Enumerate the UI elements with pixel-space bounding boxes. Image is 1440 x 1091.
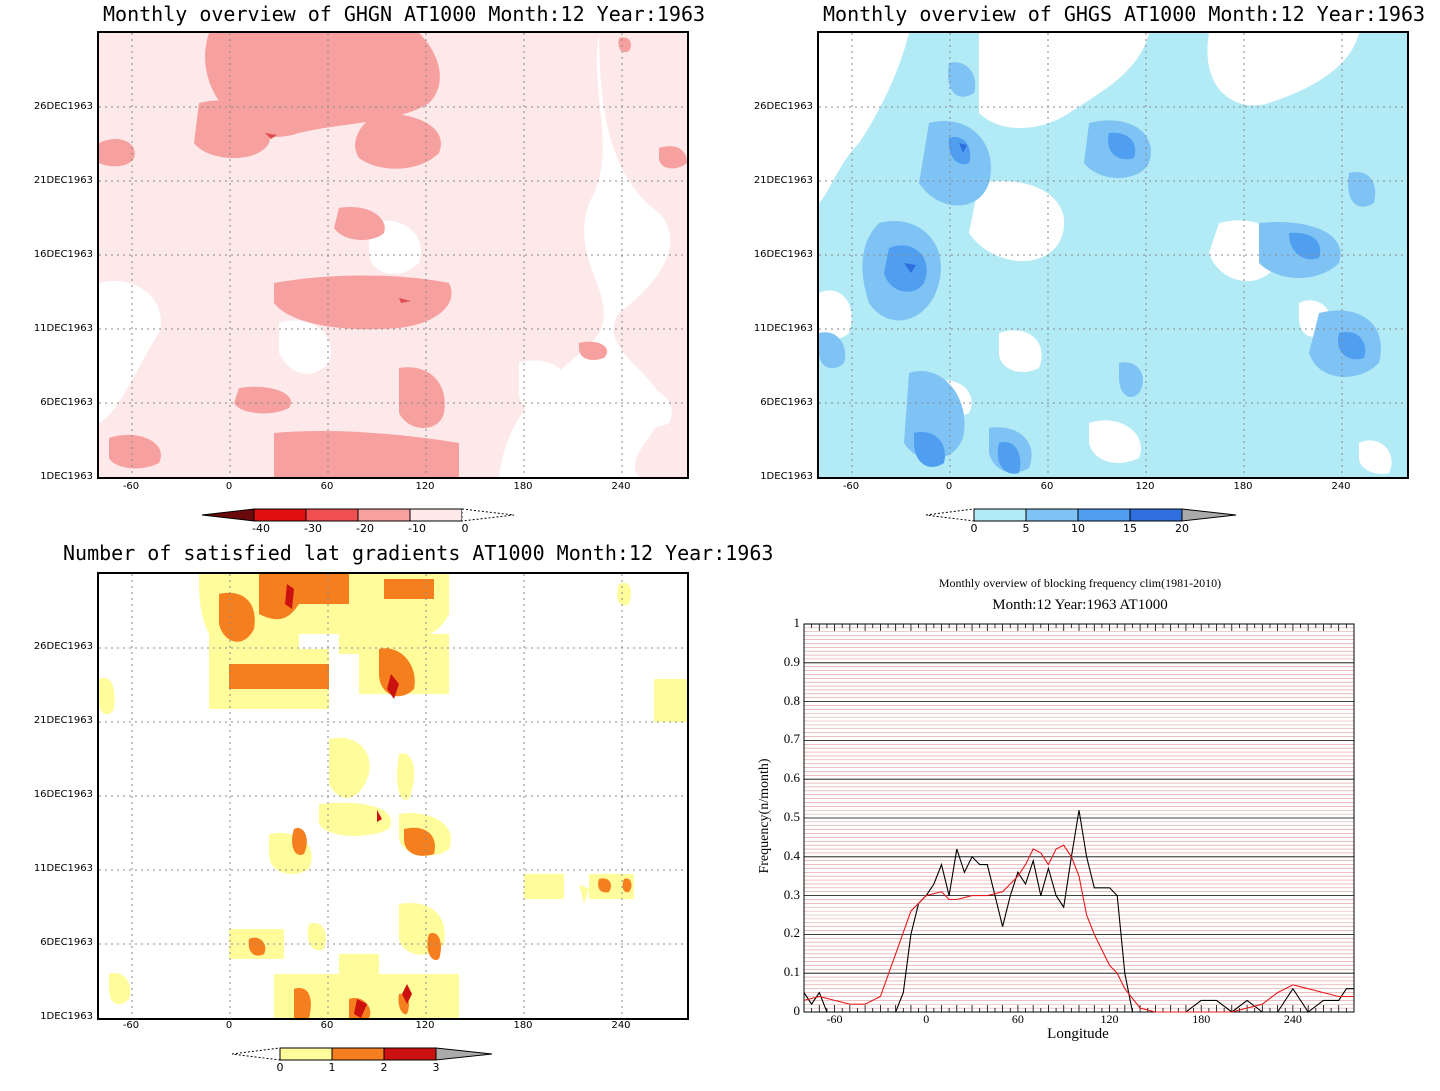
line-subtitle: Month:12 Year:1963 AT1000 bbox=[992, 597, 1168, 613]
ghgs-cb-label: 20 bbox=[1175, 522, 1189, 535]
line-ytick: 0.5 bbox=[783, 809, 800, 824]
ghgs-xtick: 60 bbox=[1040, 481, 1054, 492]
ghgn-cb-label: -10 bbox=[408, 522, 426, 535]
ghgn-xtick: 180 bbox=[513, 481, 533, 492]
line-xtick: 240 bbox=[1283, 1012, 1302, 1026]
ghgn-contours bbox=[99, 33, 687, 477]
ghgs-cb-label: 0 bbox=[970, 522, 978, 535]
ghgs-contours bbox=[819, 33, 1407, 477]
line-ytick: 0.2 bbox=[783, 925, 800, 941]
ghgs-cb-label: 5 bbox=[1022, 522, 1030, 535]
lat-ytick: 1DEC1963 bbox=[40, 1011, 93, 1022]
ghgs-cb-label: 15 bbox=[1123, 522, 1137, 535]
line-ytick: 0.6 bbox=[783, 770, 800, 786]
ghgs-xtick: -60 bbox=[842, 481, 860, 492]
ghgn-ytick: 1DEC1963 bbox=[40, 471, 93, 482]
line-ytick: 0.9 bbox=[783, 653, 800, 669]
lat-ytick: 26DEC1963 bbox=[33, 641, 93, 652]
ghgn-cb-label: -20 bbox=[356, 522, 374, 535]
lat-ytick: 16DEC1963 bbox=[33, 789, 93, 800]
line-ytick: 1 bbox=[793, 615, 801, 630]
ghgn-cb-label: -30 bbox=[304, 522, 322, 535]
ghgn-ytick: 16DEC1963 bbox=[33, 249, 93, 260]
ghgs-cb-label: 10 bbox=[1071, 522, 1085, 535]
line-xtick: 60 bbox=[1011, 1012, 1024, 1026]
line-xtick: 120 bbox=[1100, 1012, 1119, 1026]
lat-xtick: 180 bbox=[513, 1020, 533, 1031]
ghgn-title: Monthly overview of GHGN AT1000 Month:12… bbox=[103, 2, 706, 26]
ghgn-xtick: 60 bbox=[320, 481, 334, 492]
line-xtick: 0 bbox=[923, 1012, 930, 1026]
ghgs-colorbar bbox=[925, 508, 1237, 522]
ghgn-xtick: 120 bbox=[415, 481, 435, 492]
ghgs-title: Monthly overview of GHGS AT1000 Month:12… bbox=[823, 2, 1426, 26]
ghgs-xtick: 180 bbox=[1233, 481, 1253, 492]
ghgn-ytick: 11DEC1963 bbox=[33, 323, 93, 334]
red-series-line bbox=[803, 844, 1354, 1013]
ghgn-cb-label: 0 bbox=[461, 522, 469, 535]
ghgn-colorbar bbox=[201, 508, 515, 522]
lat-colorbar bbox=[231, 1047, 493, 1061]
lat-xtick: 60 bbox=[320, 1020, 334, 1031]
black-series-line bbox=[803, 810, 1354, 1013]
lat-title: Number of satisfied lat gradients AT1000… bbox=[63, 541, 774, 565]
ghgs-ytick: 16DEC1963 bbox=[753, 249, 813, 260]
lat-plot bbox=[97, 572, 689, 1020]
ghgs-grid bbox=[819, 33, 1407, 477]
ghgn-ytick: 6DEC1963 bbox=[40, 397, 93, 408]
ghgn-ytick: 26DEC1963 bbox=[33, 101, 93, 112]
line-xtick: -60 bbox=[826, 1012, 843, 1026]
lat-cb-label: 2 bbox=[380, 1061, 388, 1074]
line-xlabel: Longitude bbox=[1047, 1026, 1109, 1042]
lat-xtick: 0 bbox=[225, 1020, 233, 1031]
lat-cb-label: 0 bbox=[276, 1061, 284, 1074]
ghgn-plot bbox=[97, 31, 689, 479]
line-ticks bbox=[803, 624, 1355, 1012]
ghgn-xtick: -60 bbox=[122, 481, 140, 492]
line-chart bbox=[803, 623, 1355, 1013]
ghgn-grid bbox=[99, 33, 687, 477]
lat-grid bbox=[99, 574, 687, 1018]
ghgn-cb-label: -40 bbox=[252, 522, 270, 535]
ghgn-ytick: 21DEC1963 bbox=[33, 175, 93, 186]
line-gridlines bbox=[804, 627, 1354, 1009]
ghgs-plot bbox=[817, 31, 1409, 479]
lat-xtick: 120 bbox=[415, 1020, 435, 1031]
lat-ytick: 21DEC1963 bbox=[33, 715, 93, 726]
line-ytick: 0.1 bbox=[783, 964, 800, 980]
ghgn-contour-10 bbox=[205, 33, 440, 137]
lat-cb-label: 3 bbox=[432, 1061, 440, 1074]
ghgs-ytick: 11DEC1963 bbox=[753, 323, 813, 334]
lat-ytick: 6DEC1963 bbox=[40, 937, 93, 948]
line-title: Monthly overview of blocking frequency c… bbox=[938, 576, 1222, 590]
ghgn-xtick: 240 bbox=[611, 481, 631, 492]
ghgn-xtick: 0 bbox=[225, 481, 233, 492]
ghgs-ytick: 26DEC1963 bbox=[753, 101, 813, 112]
lat-cb-label: 1 bbox=[328, 1061, 336, 1074]
ghgs-xtick: 0 bbox=[945, 481, 953, 492]
lat-xtick: -60 bbox=[122, 1020, 140, 1031]
ghgs-xtick: 120 bbox=[1135, 481, 1155, 492]
lat-xtick: 240 bbox=[611, 1020, 631, 1031]
lat-ytick: 11DEC1963 bbox=[33, 863, 93, 874]
line-ytick: 0 bbox=[793, 1003, 801, 1018]
line-ytick: 0.8 bbox=[783, 692, 800, 708]
ghgs-ytick: 6DEC1963 bbox=[760, 397, 813, 408]
ghgs-xtick: 240 bbox=[1331, 481, 1351, 492]
line-ytick: 0.4 bbox=[783, 847, 800, 863]
line-ytick: 0.7 bbox=[783, 731, 800, 747]
line-series bbox=[803, 810, 1354, 1013]
line-ytick: 0.3 bbox=[783, 886, 800, 902]
lat-contours bbox=[99, 574, 687, 1018]
line-xtick: 180 bbox=[1192, 1012, 1211, 1026]
ghgs-ytick: 21DEC1963 bbox=[753, 175, 813, 186]
ghgs-ytick: 1DEC1963 bbox=[760, 471, 813, 482]
